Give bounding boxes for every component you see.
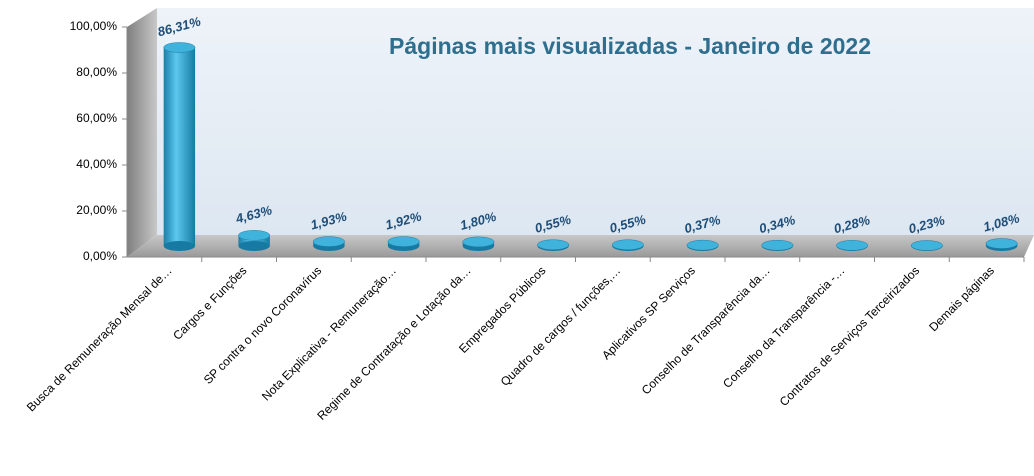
y-tick-label: 40,00% [76,157,117,171]
y-tick-label: 20,00% [76,203,117,217]
bar-top [163,42,196,53]
y-tick-label: 80,00% [76,65,117,79]
bar [238,235,270,246]
x-tick-label: Contratos de Serviços Terceirizados [777,263,923,409]
x-tick-label: Regime de Contratação e Lotação da… [314,263,473,422]
bar-top [238,230,271,241]
bar-base [163,241,196,251]
side-wall [127,8,157,257]
bar-top [462,236,495,248]
bar-top [312,236,345,247]
x-tick-label: Demais páginas [926,263,997,334]
bar-top [387,236,420,247]
bar-top [686,239,719,251]
x-tick-label: SP contra o novo Coronavírus [201,263,324,386]
back-wall [157,8,1034,235]
y-tick-label: 0,00% [83,249,117,263]
bar-base [238,241,270,251]
bar-top [836,240,869,251]
bar-top [611,239,644,250]
chart-title: Páginas mais visualizadas - Janeiro de 2… [389,33,871,59]
bar-top [985,238,1018,249]
bar-top [910,240,943,251]
bar-top [761,239,794,251]
x-tick-label: Nota Explicativa - Remuneração… [259,263,399,403]
y-tick-label: 100,00% [70,19,118,33]
x-tick-label: Conselho de Transparência da… [639,263,773,397]
bar-top [537,239,570,250]
bar [163,47,196,246]
y-tick-label: 60,00% [76,111,117,125]
x-tick-label: Quadro de cargos / funções,… [498,263,623,388]
x-tick-label: Conselho da Transparência -… [720,263,847,390]
x-tick-label: Cargos e Funções [170,263,249,342]
floor [127,235,1034,257]
x-tick-label: Busca de Remuneração Mensal de… [24,263,175,414]
